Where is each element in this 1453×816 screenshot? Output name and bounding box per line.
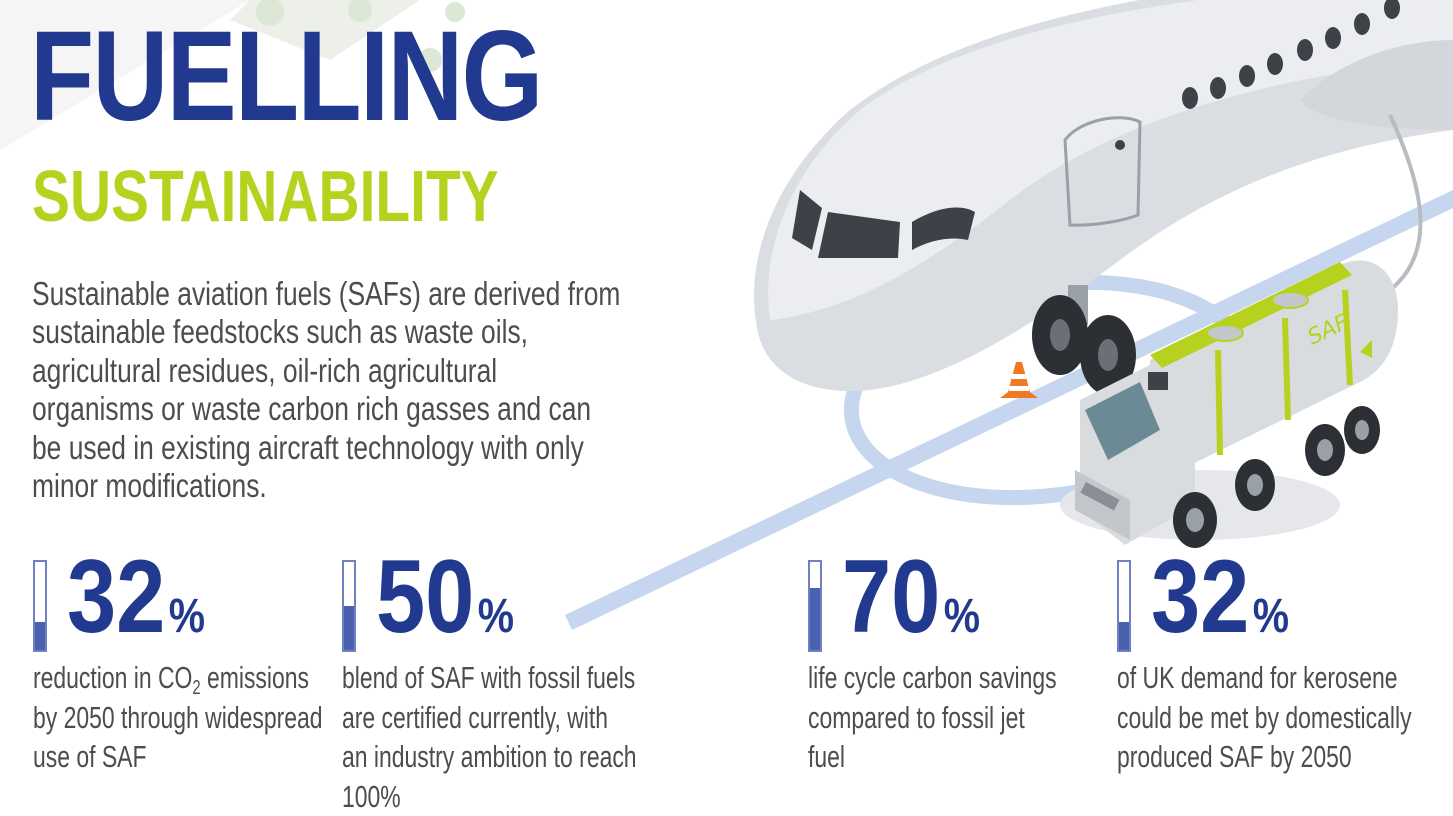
percent-gauge: [808, 560, 822, 652]
fuel-tanker-truck-icon: SAF: [1060, 260, 1398, 548]
stat-value: 32%: [67, 539, 206, 655]
stat-value: 32%: [1151, 539, 1290, 655]
intro-paragraph: Sustainable aviation fuels (SAFs) are de…: [32, 275, 621, 505]
traffic-cone-icon: [1000, 362, 1038, 398]
stat-unit: %: [943, 590, 981, 643]
stat-description: reduction in CO2 emissions by 2050 throu…: [33, 660, 323, 774]
stat-unit: %: [168, 590, 206, 643]
percent-gauge: [342, 560, 356, 652]
stat-value: 50%: [376, 539, 515, 655]
aircraft-refuelling-illustration: SAF: [0, 0, 1453, 630]
stat-description: blend of SAF with fossil fuels are certi…: [342, 660, 637, 814]
percent-gauge: [1117, 560, 1131, 652]
stat-unit: %: [1252, 590, 1290, 643]
stat-unit: %: [477, 590, 515, 643]
headline-sustainability: SUSTAINABILITY: [32, 157, 499, 237]
aircraft-icon: [754, 0, 1453, 395]
gauge-fill: [35, 621, 45, 650]
stat-description: of UK demand for kerosene could be met b…: [1117, 660, 1412, 774]
gauge-fill: [344, 606, 354, 650]
percent-gauge: [33, 560, 47, 652]
stat-description: life cycle carbon savings compared to fo…: [808, 660, 1057, 774]
scenery-icon: [0, 0, 465, 150]
headline-fuelling: FUELLING: [30, 5, 543, 148]
stat-value: 70%: [842, 539, 981, 655]
gauge-fill: [810, 588, 820, 650]
gauge-fill: [1119, 621, 1129, 650]
